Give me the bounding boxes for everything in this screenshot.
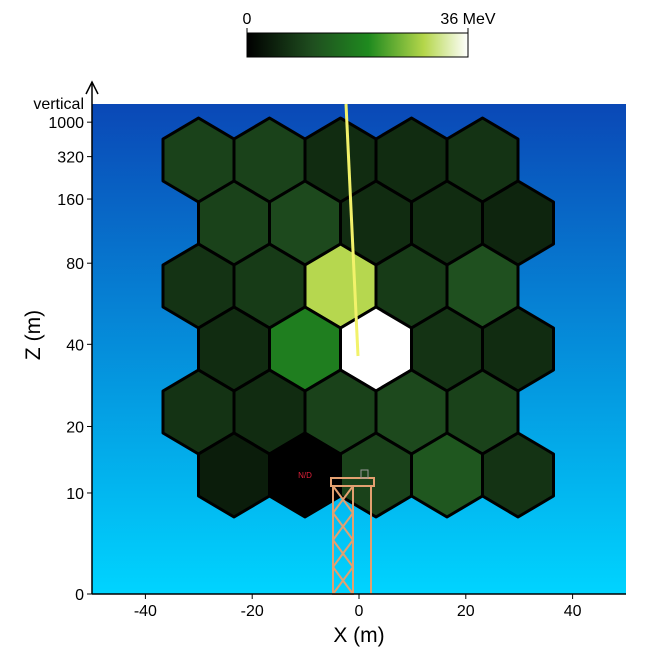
y-tick-label: 40 xyxy=(66,337,84,354)
y-tick-label: 160 xyxy=(57,192,84,209)
hex-grid: N/D xyxy=(161,116,555,519)
hex-cell xyxy=(481,431,555,519)
x-axis-label: X (m) xyxy=(333,624,384,647)
y-tick-label: 0 xyxy=(75,587,84,604)
x-tick-label: 0 xyxy=(355,603,364,620)
y-tick-label: 10 xyxy=(66,486,84,503)
y-tick-label: 1000 xyxy=(48,115,84,132)
missing-label: N/D xyxy=(298,471,312,480)
y-axis-label: Z (m) xyxy=(22,310,45,360)
x-tick-label: -20 xyxy=(241,603,264,620)
y-tick-label: 20 xyxy=(66,419,84,436)
y-tick-label: 320 xyxy=(57,150,84,167)
tower xyxy=(330,469,375,595)
colorbar-tick-label: 0 xyxy=(243,11,252,28)
y-tick-label: 80 xyxy=(66,256,84,273)
y-axis-arrow xyxy=(85,80,99,95)
x-tick-label: -40 xyxy=(134,603,157,620)
x-tick-label: 20 xyxy=(457,603,475,620)
y-top-label: vertical xyxy=(33,96,84,113)
x-tick-label: 40 xyxy=(564,603,582,620)
colorbar xyxy=(246,32,469,58)
shower-track xyxy=(344,103,360,357)
colorbar-tick-label: 36 MeV xyxy=(440,11,495,28)
